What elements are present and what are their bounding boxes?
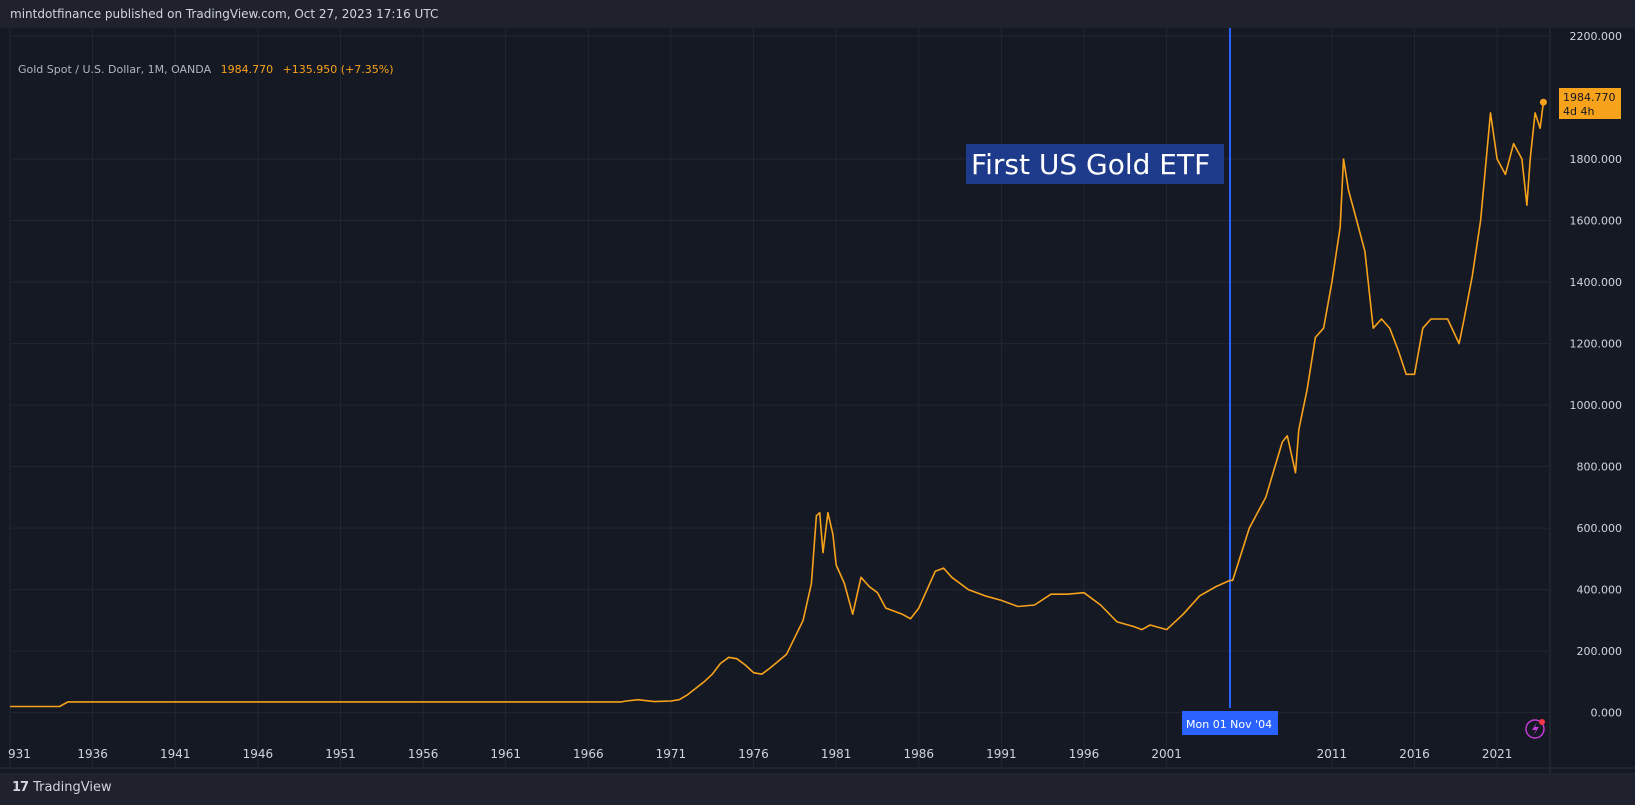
price-tick-label: 400.000 [1577, 584, 1623, 597]
price-axis[interactable]: 2200.000 1800.000 1600.000 1400.000 1200.000… [1570, 30, 1623, 720]
symbol-label: Gold Spot / U.S. Dollar, 1M, OANDA [18, 63, 212, 76]
chart-svg[interactable]: 2200.000 1800.000 1600.000 1400.000 1200.000… [0, 28, 1635, 773]
tradingview-logo[interactable]: 17 TradingView [12, 780, 112, 795]
chart-area[interactable]: 2200.000 1800.000 1600.000 1400.000 1200.000… [0, 28, 1635, 773]
time-tick-label: 1941 [160, 747, 191, 761]
time-tick-label: 2011 [1317, 747, 1348, 761]
price-tag-value: 1984.770 [1563, 91, 1616, 104]
time-tick-label: 1986 [904, 747, 935, 761]
time-tick-label: 1951 [325, 747, 356, 761]
annotation-etf[interactable]: First US Gold ETF [966, 144, 1224, 184]
time-tick-label: 1981 [821, 747, 852, 761]
price-tick-label: 1600.000 [1570, 215, 1623, 228]
tradingview-logo-icon: 17 [12, 780, 29, 795]
price-tick-label: 600.000 [1577, 522, 1623, 535]
publisher-header: mintdotfinance published on TradingView.… [0, 0, 1635, 28]
price-tick-label: 1400.000 [1570, 276, 1623, 289]
brand-label: TradingView [33, 780, 112, 795]
time-tick-label: 931 [8, 747, 31, 761]
lightning-icon[interactable] [1525, 719, 1545, 739]
time-tick-label: 2001 [1151, 747, 1182, 761]
time-tick-label: 1946 [243, 747, 274, 761]
last-value: 1984.770 [220, 63, 274, 76]
price-tick-label: 1800.000 [1570, 153, 1623, 166]
grid-lines [0, 28, 1635, 773]
footer: 17 TradingView [0, 773, 1635, 805]
last-price-dot [1539, 98, 1547, 106]
time-tick-label: 2021 [1482, 747, 1513, 761]
date-tag-label: Mon 01 Nov '04 [1186, 718, 1272, 731]
time-tick-label: 1961 [490, 747, 521, 761]
time-tick-label: 1996 [1069, 747, 1100, 761]
price-tag: 1984.770 4d 4h [1559, 88, 1621, 119]
published-text: mintdotfinance published on TradingView.… [10, 7, 439, 21]
change-value: +135.950 (+7.35%) [282, 63, 394, 76]
price-tag-countdown: 4d 4h [1563, 105, 1594, 118]
price-tick-label: 800.000 [1577, 461, 1623, 474]
annotation-label-bg [966, 144, 1224, 184]
time-tick-label: 1966 [573, 747, 604, 761]
price-tick-label: 2200.000 [1570, 30, 1623, 43]
series-line-gold [10, 102, 1545, 708]
price-tick-label: 1200.000 [1570, 338, 1623, 351]
price-tick-label: 1000.000 [1570, 399, 1623, 412]
time-tick-label: 1936 [77, 747, 108, 761]
price-tick-label: 200.000 [1577, 645, 1623, 658]
time-axis[interactable]: 931 1936 1941 1946 1951 1956 1961 1966 1971 1976 1… [8, 747, 1512, 761]
date-tag-bg [1181, 711, 1278, 735]
date-tag: Mon 01 Nov '04 [1181, 711, 1278, 735]
time-tick-label: 1956 [408, 747, 439, 761]
time-tick-label: 1976 [738, 747, 769, 761]
time-tick-label: 2016 [1399, 747, 1430, 761]
price-tick-label: 0.000 [1591, 707, 1623, 720]
time-tick-label: 1971 [656, 747, 687, 761]
symbol-legend[interactable]: Gold Spot / U.S. Dollar, 1M, OANDA 1984.… [18, 63, 394, 76]
price-tag-bg [1559, 88, 1621, 119]
annotation-label: First US Gold ETF [971, 148, 1210, 181]
time-tick-label: 1991 [986, 747, 1017, 761]
